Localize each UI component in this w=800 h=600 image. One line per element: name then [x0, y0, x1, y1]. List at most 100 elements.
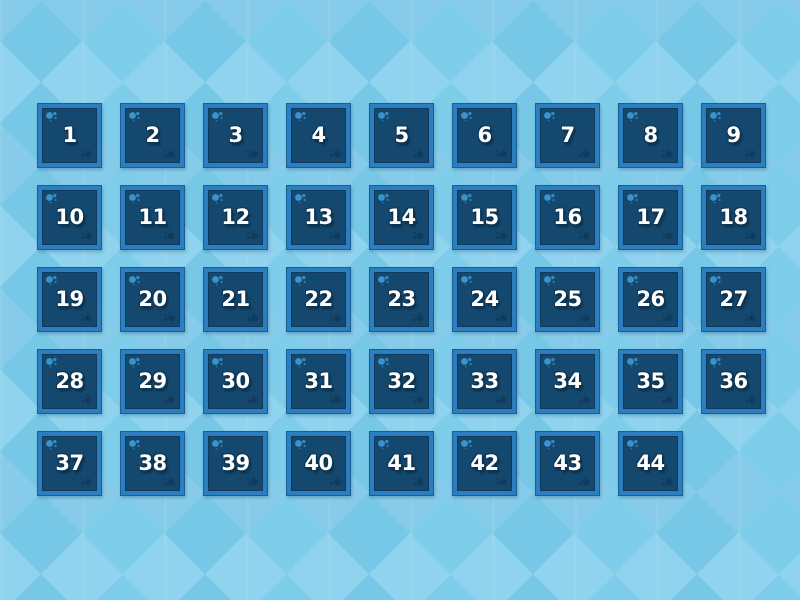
bubbles-icon	[543, 111, 559, 125]
number-tile[interactable]: 29	[120, 349, 185, 414]
bubbles-icon	[243, 473, 259, 487]
number-tile[interactable]: 12	[203, 185, 268, 250]
number-tile[interactable]: 28	[37, 349, 102, 414]
number-tile[interactable]: 9	[701, 103, 766, 168]
bubbles-icon	[460, 111, 476, 125]
tile-face: 9	[706, 108, 761, 163]
tile-face: 21	[208, 272, 263, 327]
number-tile[interactable]: 34	[535, 349, 600, 414]
number-tile[interactable]: 2	[120, 103, 185, 168]
tile-number-label: 36	[719, 369, 748, 393]
tile-number-label: 5	[394, 123, 409, 147]
number-tile[interactable]: 1	[37, 103, 102, 168]
bubbles-icon	[45, 111, 61, 125]
number-tile[interactable]: 18	[701, 185, 766, 250]
number-tile[interactable]: 40	[286, 431, 351, 496]
number-tile[interactable]: 8	[618, 103, 683, 168]
bubbles-icon	[492, 309, 508, 323]
tile-number-label: 1	[62, 123, 77, 147]
number-tile[interactable]: 20	[120, 267, 185, 332]
number-tile[interactable]: 3	[203, 103, 268, 168]
bubbles-icon	[77, 309, 93, 323]
number-tile[interactable]: 13	[286, 185, 351, 250]
tile-number-label: 16	[553, 205, 582, 229]
bubbles-icon	[741, 227, 757, 241]
number-tile[interactable]: 11	[120, 185, 185, 250]
tile-number-label: 43	[553, 451, 582, 475]
tile-number-label: 23	[387, 287, 416, 311]
tile-face: 10	[42, 190, 97, 245]
number-tile[interactable]: 44	[618, 431, 683, 496]
bubbles-icon	[575, 391, 591, 405]
number-tile[interactable]: 32	[369, 349, 434, 414]
bubbles-icon	[243, 309, 259, 323]
tile-number-label: 21	[221, 287, 250, 311]
number-tile[interactable]: 19	[37, 267, 102, 332]
empty-tile-slot	[701, 431, 766, 496]
number-tile[interactable]: 35	[618, 349, 683, 414]
tile-number-label: 37	[55, 451, 84, 475]
tile-face: 3	[208, 108, 263, 163]
bubbles-icon	[409, 227, 425, 241]
tile-number-label: 39	[221, 451, 250, 475]
number-tile[interactable]: 37	[37, 431, 102, 496]
number-tile[interactable]: 4	[286, 103, 351, 168]
bubbles-icon	[326, 309, 342, 323]
tile-face: 36	[706, 354, 761, 409]
bubbles-icon	[658, 145, 674, 159]
tile-face: 6	[457, 108, 512, 163]
number-tile[interactable]: 24	[452, 267, 517, 332]
number-tile[interactable]: 21	[203, 267, 268, 332]
tile-number-label: 13	[304, 205, 333, 229]
tile-face: 14	[374, 190, 429, 245]
tile-number-label: 32	[387, 369, 416, 393]
tile-number-label: 42	[470, 451, 499, 475]
bubbles-icon	[492, 227, 508, 241]
bubbles-icon	[626, 111, 642, 125]
number-tile[interactable]: 30	[203, 349, 268, 414]
number-tile[interactable]: 10	[37, 185, 102, 250]
number-tile[interactable]: 33	[452, 349, 517, 414]
bubbles-icon	[492, 145, 508, 159]
number-tile[interactable]: 43	[535, 431, 600, 496]
number-tile[interactable]: 23	[369, 267, 434, 332]
tile-face: 18	[706, 190, 761, 245]
tile-number-label: 25	[553, 287, 582, 311]
tile-number-label: 27	[719, 287, 748, 311]
number-tile[interactable]: 25	[535, 267, 600, 332]
tile-face: 31	[291, 354, 346, 409]
tile-number-label: 6	[477, 123, 492, 147]
number-tile[interactable]: 36	[701, 349, 766, 414]
number-tile[interactable]: 15	[452, 185, 517, 250]
number-tile[interactable]: 7	[535, 103, 600, 168]
tile-face: 25	[540, 272, 595, 327]
number-tile[interactable]: 41	[369, 431, 434, 496]
tile-face: 37	[42, 436, 97, 491]
tile-face: 40	[291, 436, 346, 491]
number-tile[interactable]: 39	[203, 431, 268, 496]
tile-face: 20	[125, 272, 180, 327]
number-tile[interactable]: 42	[452, 431, 517, 496]
number-tile[interactable]: 17	[618, 185, 683, 250]
bubbles-icon	[658, 309, 674, 323]
number-tile[interactable]: 14	[369, 185, 434, 250]
tile-number-label: 20	[138, 287, 167, 311]
tile-number-label: 11	[138, 205, 167, 229]
number-tile[interactable]: 5	[369, 103, 434, 168]
number-tile[interactable]: 27	[701, 267, 766, 332]
bubbles-icon	[77, 391, 93, 405]
number-tile[interactable]: 31	[286, 349, 351, 414]
number-tile[interactable]: 16	[535, 185, 600, 250]
tile-face: 2	[125, 108, 180, 163]
bubbles-icon	[409, 145, 425, 159]
bubbles-icon	[575, 227, 591, 241]
tile-number-label: 26	[636, 287, 665, 311]
number-tile[interactable]: 22	[286, 267, 351, 332]
number-tile[interactable]: 6	[452, 103, 517, 168]
tile-number-label: 28	[55, 369, 84, 393]
number-tile[interactable]: 38	[120, 431, 185, 496]
bubbles-icon	[77, 473, 93, 487]
number-tile[interactable]: 26	[618, 267, 683, 332]
tile-face: 29	[125, 354, 180, 409]
